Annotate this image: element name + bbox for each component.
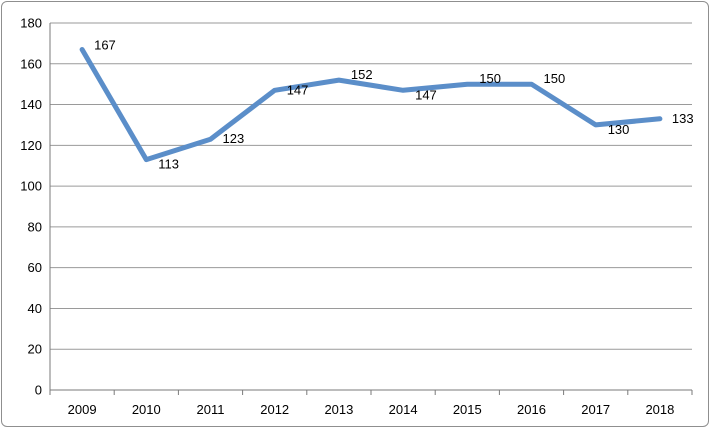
y-tick-label: 80 xyxy=(28,219,42,234)
data-label: 150 xyxy=(479,71,501,86)
x-tick-label: 2012 xyxy=(260,402,289,417)
y-axis-tick-labels: 0 20 40 60 80 100 120 140 160 180 xyxy=(20,16,42,398)
data-label: 133 xyxy=(672,111,694,126)
x-tick-label: 2010 xyxy=(132,402,161,417)
series-line xyxy=(79,47,663,163)
series-group xyxy=(79,47,663,163)
y-tick-label: 20 xyxy=(28,342,42,357)
data-label: 130 xyxy=(608,122,630,137)
y-tick-label: 40 xyxy=(28,301,42,316)
x-axis-tick-labels: 2009 2010 2011 2012 2013 2014 2015 2016 2017 2018 xyxy=(68,402,675,417)
x-tick-label: 2014 xyxy=(389,402,418,417)
y-tick-label: 0 xyxy=(35,383,42,398)
y-tick-label: 60 xyxy=(28,260,42,275)
x-tick-label: 2016 xyxy=(517,402,546,417)
y-tick-label: 160 xyxy=(20,56,42,71)
data-label: 113 xyxy=(158,157,179,172)
x-tick-label: 2013 xyxy=(324,402,353,417)
data-labels: 167 113 123 147 152 147 150 150 130 133 xyxy=(94,38,694,172)
y-tick-label: 100 xyxy=(20,179,42,194)
x-tick-label: 2018 xyxy=(645,402,674,417)
data-label: 147 xyxy=(415,87,437,102)
data-label: 147 xyxy=(287,82,309,97)
x-tick-label: 2015 xyxy=(453,402,482,417)
x-tick-label: 2017 xyxy=(581,402,610,417)
x-tick-label: 2011 xyxy=(197,402,225,417)
data-label: 123 xyxy=(223,131,245,146)
data-label: 150 xyxy=(544,71,566,86)
y-tick-label: 120 xyxy=(20,138,42,153)
data-label: 167 xyxy=(94,38,116,53)
x-tick-label: 2009 xyxy=(68,402,97,417)
data-label: 152 xyxy=(351,67,373,82)
y-tick-label: 140 xyxy=(20,97,42,112)
gridlines xyxy=(49,22,693,395)
y-tick-label: 180 xyxy=(20,16,42,31)
